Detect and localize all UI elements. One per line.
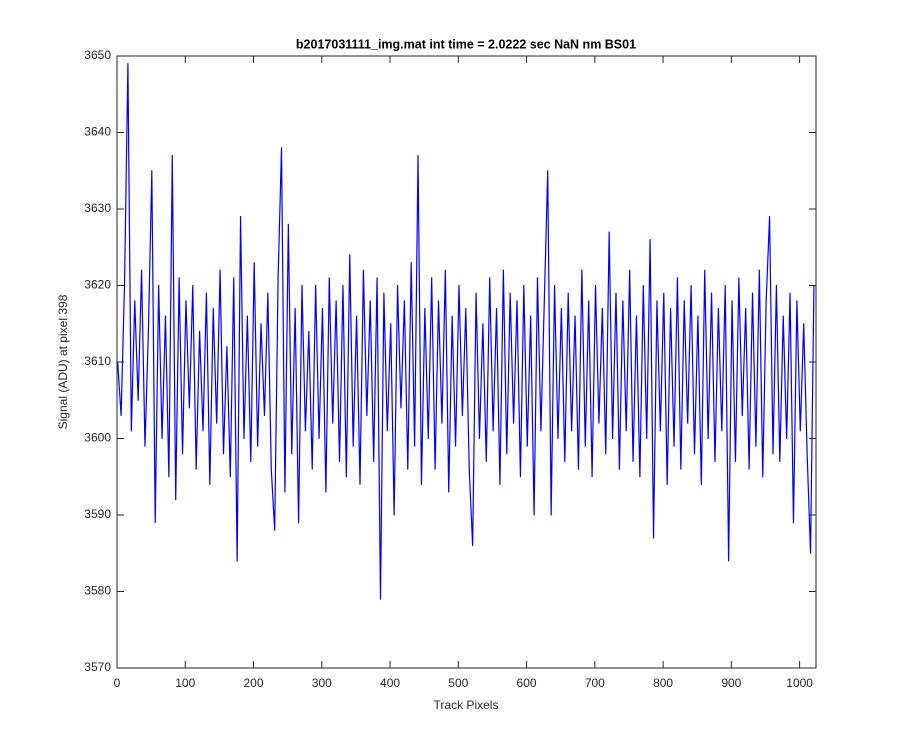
- x-tick-label: 0: [114, 676, 121, 690]
- y-tick-label: 3590: [84, 507, 111, 521]
- x-tick-label: 600: [517, 676, 537, 690]
- x-tick-label: 1000: [786, 676, 813, 690]
- y-tick-label: 3630: [84, 201, 111, 215]
- x-tick-label: 200: [244, 676, 264, 690]
- x-tick-label: 100: [175, 676, 195, 690]
- x-axis-label: Track Pixels: [434, 698, 499, 712]
- y-tick-label: 3650: [84, 48, 111, 62]
- x-tick-label: 800: [653, 676, 673, 690]
- x-tick-label: 400: [380, 676, 400, 690]
- y-tick-label: 3620: [84, 278, 111, 292]
- y-axis-label: Signal (ADU) at pixel 398: [56, 294, 70, 429]
- y-tick-label: 3600: [84, 431, 111, 445]
- y-tick-label: 3580: [84, 584, 111, 598]
- y-tick-label: 3640: [84, 125, 111, 139]
- x-tick-label: 300: [312, 676, 332, 690]
- x-tick-label: 500: [448, 676, 468, 690]
- x-tick-label: 700: [585, 676, 605, 690]
- x-tick-label: 900: [721, 676, 741, 690]
- y-tick-label: 3610: [84, 354, 111, 368]
- chart-title: b2017031111_img.mat int time = 2.0222 se…: [296, 37, 636, 51]
- y-tick-label: 3570: [84, 660, 111, 674]
- data-line: [117, 63, 815, 600]
